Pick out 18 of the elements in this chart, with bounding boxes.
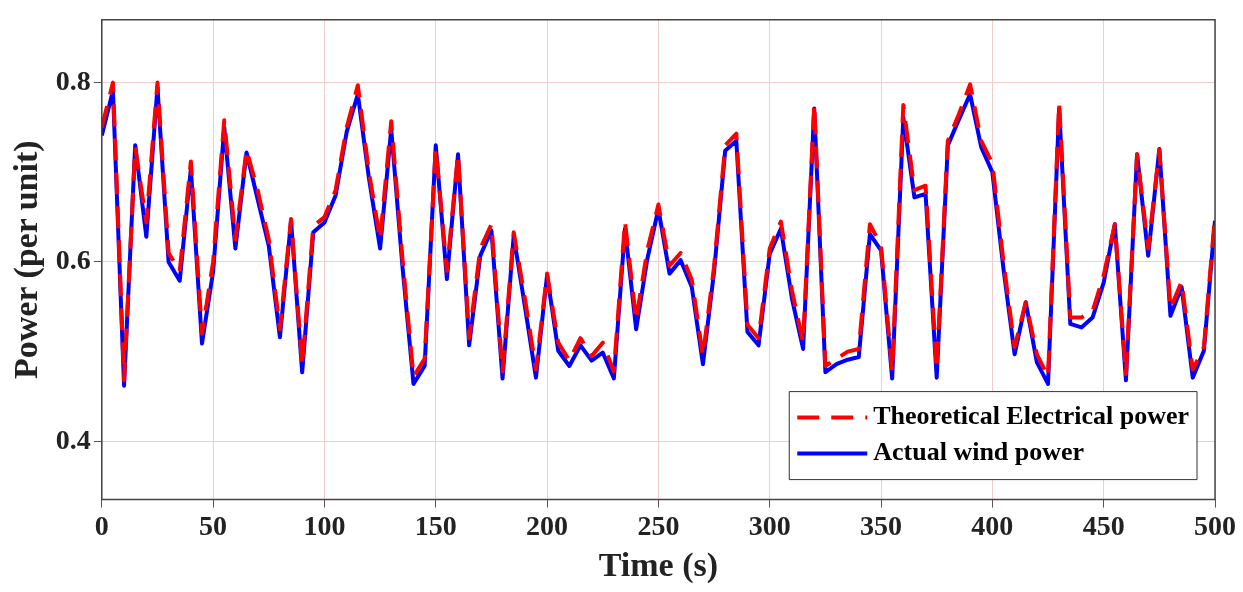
x-tick-label: 250 bbox=[637, 509, 680, 541]
x-tick-label: 50 bbox=[199, 509, 228, 541]
x-tick-label: 350 bbox=[860, 509, 903, 541]
x-tick-label: 200 bbox=[526, 509, 569, 541]
y-axis-title: Power (per unit) bbox=[7, 140, 46, 379]
x-tick-label: 0 bbox=[94, 509, 109, 541]
x-tick-label: 150 bbox=[414, 509, 457, 541]
x-tick-label: 400 bbox=[971, 509, 1014, 541]
x-axis-title: Time (s) bbox=[598, 546, 719, 585]
y-tick-label: 0.4 bbox=[55, 423, 91, 455]
x-tick-label: 100 bbox=[303, 509, 346, 541]
x-tick-label: 450 bbox=[1082, 509, 1125, 541]
legend-label: Theoretical Electrical power bbox=[873, 401, 1189, 431]
y-tick-label: 0.8 bbox=[55, 64, 91, 96]
y-tick-label: 0.6 bbox=[55, 244, 91, 276]
legend-label: Actual wind power bbox=[873, 437, 1085, 467]
x-tick-label: 300 bbox=[748, 509, 791, 541]
x-tick-label: 500 bbox=[1194, 509, 1236, 541]
